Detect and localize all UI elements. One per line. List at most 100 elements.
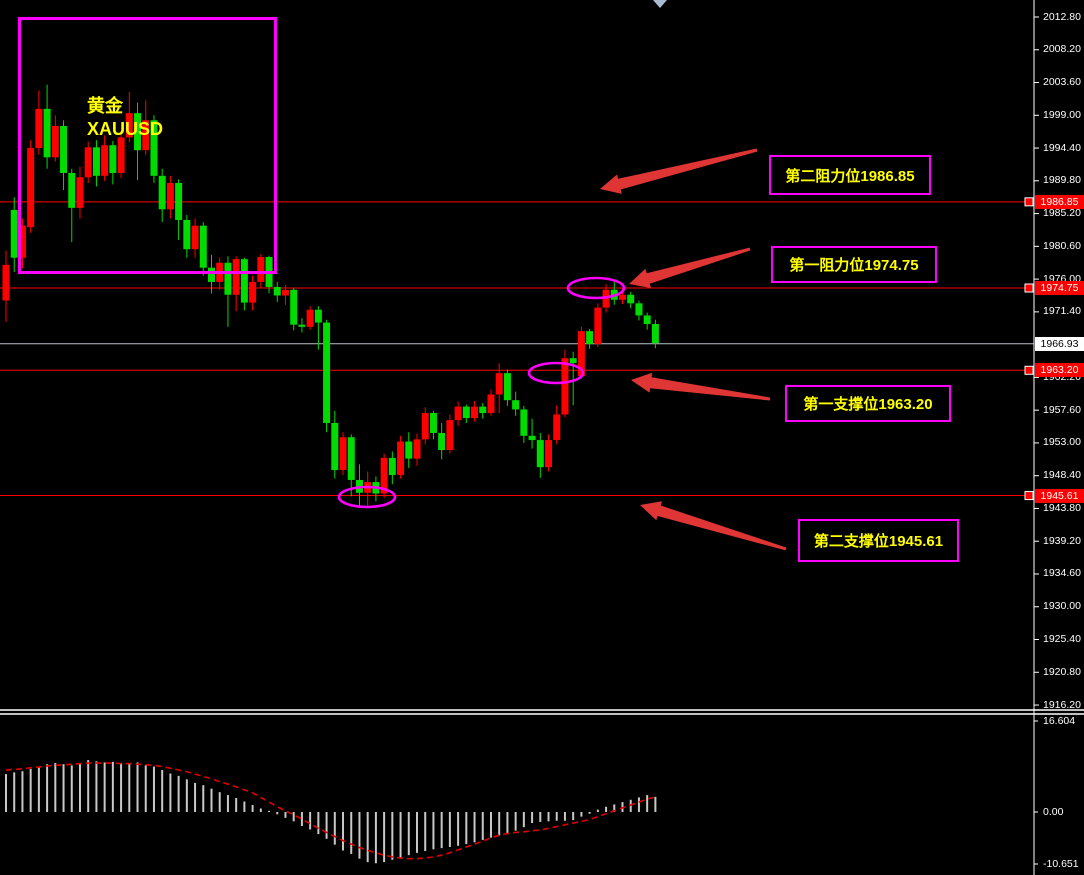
candle-body	[331, 422, 339, 470]
pointer-arrow[interactable]	[600, 148, 758, 194]
pointer-arrow[interactable]	[640, 501, 787, 551]
price-axis-label: 1999.00	[1043, 108, 1081, 121]
price-axis-label: 1980.60	[1043, 239, 1081, 252]
candle-body	[306, 309, 314, 327]
price-axis-label: 1934.60	[1043, 567, 1081, 580]
candle-body	[405, 441, 413, 459]
candle-body	[479, 406, 487, 414]
highlight-ellipse[interactable]	[337, 485, 397, 509]
candle-body	[224, 262, 232, 295]
candle-body	[183, 219, 191, 250]
support1-label: 第一支撑位1963.20	[803, 396, 933, 413]
candle-body	[208, 267, 215, 282]
candle-body	[421, 413, 429, 440]
candle-body	[18, 225, 26, 258]
highlight-ellipse[interactable]	[566, 276, 626, 300]
candle-body	[487, 394, 495, 414]
level-price-badge: 1945.61	[1035, 488, 1084, 503]
current-price-badge: 1966.93	[1035, 336, 1084, 351]
candle-body	[76, 177, 84, 208]
indicator-axis-label: -10.651	[1043, 857, 1079, 870]
price-axis-label: 2012.80	[1043, 10, 1081, 23]
candle-body	[454, 406, 462, 421]
price-axis-label: 1925.40	[1043, 633, 1081, 645]
price-axis-label: 2008.20	[1043, 43, 1081, 56]
candle-body	[380, 457, 388, 494]
candle-body	[323, 322, 331, 423]
candle-body	[199, 225, 207, 268]
candle-body	[619, 294, 626, 300]
price-axis-label: 1943.80	[1043, 501, 1081, 514]
candle-body	[43, 108, 51, 158]
resistance1-label-box[interactable]: 第一阻力位1974.75	[771, 246, 937, 283]
candle-body	[51, 125, 59, 158]
annotation-rectangle[interactable]	[18, 17, 277, 274]
price-axis-label: 1953.00	[1043, 436, 1081, 449]
candle-body	[602, 289, 610, 308]
candle-body	[545, 440, 553, 468]
candle-body	[347, 437, 355, 480]
candle-body	[471, 406, 479, 418]
candle-body	[651, 323, 659, 344]
candle-body	[68, 172, 76, 208]
symbol-label: 黄金 XAUUSD	[87, 95, 163, 141]
indicator-axis-label: 0.00	[1043, 805, 1064, 818]
candle-body	[281, 289, 289, 296]
candle-body	[175, 182, 183, 220]
candle-body	[166, 182, 174, 210]
level-handle-icon[interactable]	[1024, 197, 1034, 207]
candle-body	[2, 264, 10, 301]
candle-body	[569, 358, 577, 364]
candle-body	[27, 148, 35, 228]
support2-label-box[interactable]: 第二支撑位1945.61	[798, 519, 959, 562]
level-price-badge: 1986.85	[1035, 194, 1084, 209]
price-axis-label: 1994.40	[1043, 141, 1081, 154]
candle-body	[512, 400, 520, 410]
level-handle-icon[interactable]	[1024, 491, 1034, 501]
candle-body	[273, 286, 281, 296]
price-axis-label: 1957.60	[1043, 403, 1081, 416]
indicator-axis-label: 16.604	[1043, 714, 1076, 727]
candle-body	[257, 257, 265, 282]
level-handle-icon[interactable]	[1024, 365, 1034, 375]
price-axis-label: 2003.60	[1043, 76, 1081, 89]
resistance2-label-box[interactable]: 第二阻力位1986.85	[769, 155, 931, 195]
candle-body	[314, 309, 322, 323]
candle-body	[35, 108, 43, 149]
price-axis-label: 1920.80	[1043, 665, 1081, 678]
candle-body	[643, 315, 651, 324]
candle-body	[553, 414, 561, 441]
candle-body	[339, 437, 347, 470]
pointer-arrow[interactable]	[629, 247, 751, 288]
pointer-arrow[interactable]	[631, 372, 771, 401]
price-axis-label: 1930.00	[1043, 600, 1081, 613]
scroll-position-marker-icon[interactable]	[653, 0, 667, 8]
candle-body	[429, 413, 437, 433]
level-handle-icon[interactable]	[1024, 283, 1034, 293]
candle-body	[92, 147, 100, 176]
candle-body	[503, 373, 511, 401]
resistance2-label: 第二阻力位1986.85	[785, 167, 915, 185]
candle-body	[397, 441, 405, 475]
price-axis-label: 1948.40	[1043, 469, 1081, 482]
level-price-badge: 1963.20	[1035, 363, 1084, 378]
candle-body	[528, 435, 536, 441]
candle-body	[109, 145, 117, 173]
support1-label-box[interactable]: 第一支撑位1963.20	[785, 385, 951, 422]
candle-body	[413, 439, 421, 459]
candle-body	[298, 324, 306, 327]
price-axis-label: 1916.20	[1043, 698, 1081, 711]
highlight-ellipse[interactable]	[527, 361, 585, 385]
price-axis-label: 1971.40	[1043, 305, 1081, 318]
price-axis-label: 1985.20	[1043, 207, 1081, 220]
price-axis-label: 1939.20	[1043, 534, 1081, 547]
candle-body	[60, 125, 68, 173]
price-axis-label: 1989.80	[1043, 174, 1081, 187]
candle-body	[232, 259, 240, 295]
symbol-ticker: XAUUSD	[87, 119, 164, 139]
candle-body	[577, 331, 585, 376]
candle-body	[495, 373, 503, 395]
support2-label: 第二支撑位1945.61	[813, 533, 944, 550]
candle-body	[134, 113, 142, 151]
